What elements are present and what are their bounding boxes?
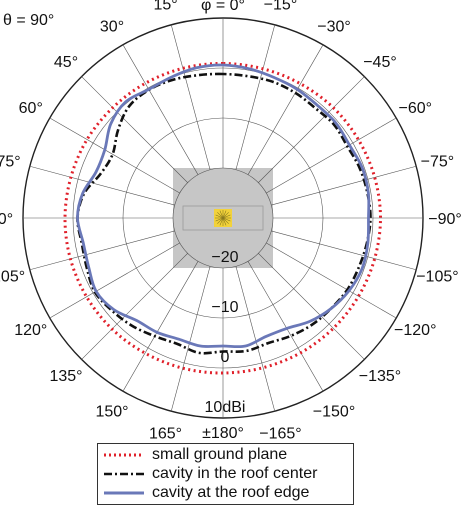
angle-tick-label: 15° [153,0,177,14]
series-line-3 [76,63,371,349]
grid-spoke [266,242,397,319]
angle-tick-label: −150° [313,403,355,420]
legend-swatch-dashdot [104,472,144,476]
feed-ray [222,214,231,219]
grid-spoke [81,76,188,183]
angle-tick-label: −90° [428,211,462,228]
grid-spoke [258,76,365,183]
angle-tick-label: 120° [14,322,47,339]
radial-tick-label: 0 [221,349,230,366]
angle-tick-label: ±180° [202,425,244,442]
grid-spoke [29,230,175,271]
grid-spoke [247,261,324,392]
angle-tick-label: 135° [49,368,82,385]
feed-ray [222,217,231,222]
angle-tick-label: −45° [363,54,397,71]
radial-tick-label: −20 [211,249,238,266]
inner-outline [182,205,264,231]
grid-spoke [258,253,365,360]
chart-title: θ = 90° [3,12,54,29]
legend-label: cavity at the roof edge [152,484,310,501]
feed-ray [215,217,224,222]
legend-label: small ground plane [152,446,288,463]
legend-item-cavity-roof-center: cavity in the roof center [102,465,317,483]
legend-item-small-ground-plane: small ground plane [102,446,287,464]
feed-ray [217,217,224,224]
feed-ray [219,210,224,219]
angle-tick-label: 105° [0,268,25,285]
grid-spoke [29,165,175,206]
grid-spoke [49,242,180,319]
angle-tick-label: φ = 0° [201,0,245,14]
angle-tick-label: −105° [416,268,458,285]
angle-tick-label: 90° [0,211,13,228]
grid-spoke [247,44,324,175]
grid-spoke [271,165,417,206]
feed-ray [215,214,224,219]
angle-tick-label: −75° [421,154,455,171]
grid-spoke [122,44,199,175]
series-line-2 [76,72,372,355]
legend-swatch-dotted [104,453,144,457]
legend-item-cavity-roof-edge: cavity at the roof edge [102,484,309,502]
grid-spoke [235,266,276,412]
grid-spoke [170,24,211,170]
legend-swatch-solid [104,491,144,495]
angle-tick-label: −15° [264,0,298,14]
grid-spoke [235,24,276,170]
angle-tick-label: −135° [359,368,401,385]
legend: small ground plane cavity in the roof ce… [97,443,354,505]
series-lines [63,61,382,375]
angle-tick-label: 150° [95,403,128,420]
grid-spoke [49,117,180,194]
angle-tick-label: 45° [54,54,78,71]
feed-ray [219,217,224,226]
series-line-1 [63,61,382,375]
grid-spoke [170,266,211,412]
feed-ray [222,212,229,219]
radial-tick-label: 10dBi [205,399,246,416]
radial-tick-label: −10 [211,299,238,316]
angle-tick-label: −30° [317,19,351,36]
grid-spoke [266,117,397,194]
angle-tick-label: 165° [149,425,182,442]
angle-tick-label: −120° [394,322,436,339]
feed-ray [222,210,227,219]
polar-grid [22,17,424,419]
grid-spoke [122,261,199,392]
angle-tick-label: 60° [19,100,43,117]
angle-tick-label: 75° [0,154,21,171]
grid-spoke [81,253,188,360]
grid-spoke [271,230,417,271]
feed-ray [217,212,224,219]
angle-tick-label: −60° [398,100,432,117]
plot-background [173,168,273,268]
legend-label: cavity in the roof center [152,465,318,482]
feed-ray [222,217,227,226]
feed-ray [222,217,229,224]
tick-labels: −20 −10 0 10dBi φ = 0° −15° −30° −45° −60° −75° −9… [0,0,462,442]
angle-tick-label: 30° [100,19,124,36]
angle-tick-label: −165° [259,425,301,442]
